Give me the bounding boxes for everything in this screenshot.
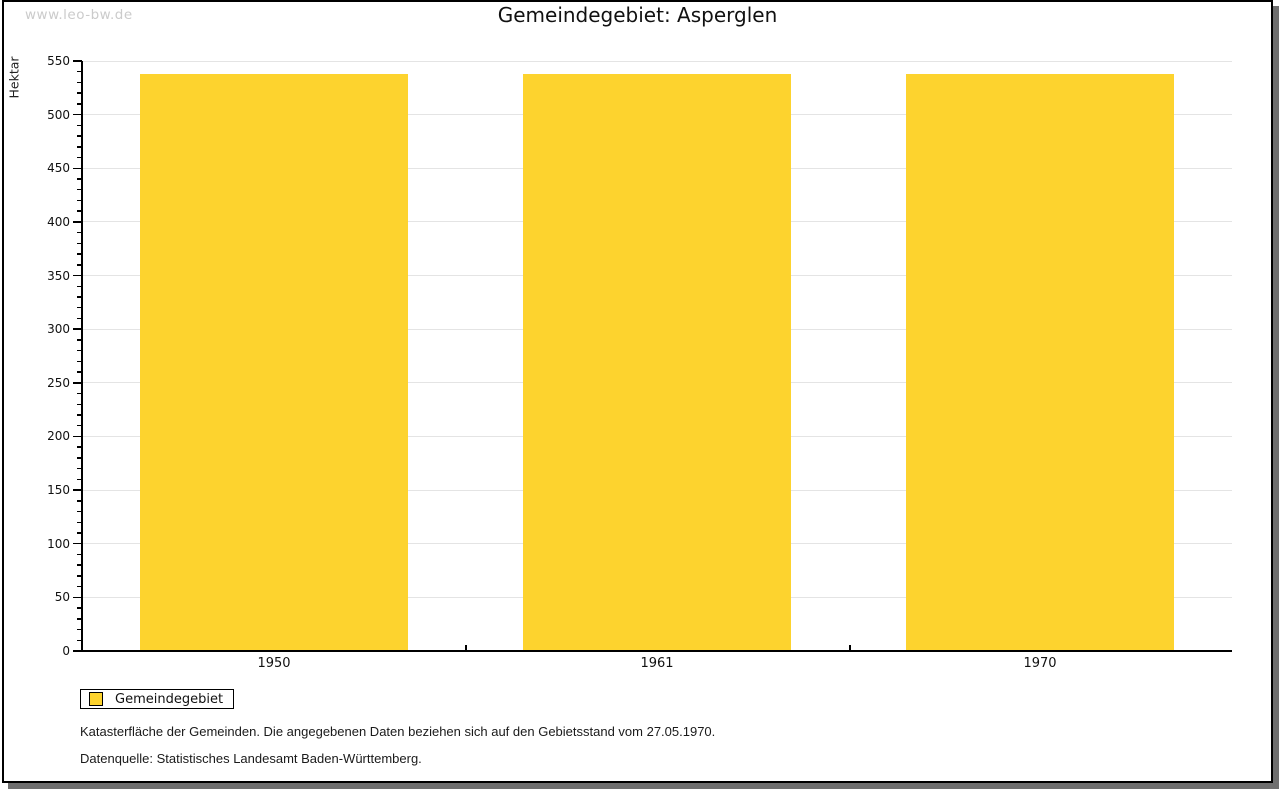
- y-major-tick: [73, 435, 82, 438]
- y-minor-tick: [77, 146, 82, 148]
- y-minor-tick: [77, 360, 82, 363]
- y-minor-tick: [77, 457, 82, 459]
- y-minor-tick: [77, 242, 82, 245]
- y-tick-label: 550: [47, 54, 70, 68]
- y-minor-tick: [77, 575, 82, 577]
- y-minor-tick: [77, 210, 82, 212]
- y-minor-tick: [77, 124, 82, 127]
- x-axis-line: [81, 650, 1232, 652]
- legend: Gemeindegebiet: [80, 689, 235, 709]
- y-major-tick: [73, 221, 82, 223]
- y-minor-tick: [77, 414, 82, 416]
- chart-title: Gemeindegebiet: Asperglen: [497, 3, 778, 27]
- y-minor-tick: [77, 371, 82, 373]
- x-boundary-tick: [849, 645, 851, 651]
- y-minor-tick: [77, 306, 82, 309]
- y-major-tick: [73, 113, 82, 116]
- y-minor-tick: [77, 156, 82, 159]
- y-minor-tick: [77, 103, 82, 105]
- y-minor-tick: [77, 607, 82, 609]
- bar-1970: [906, 73, 1174, 651]
- y-tick-label: 50: [54, 590, 70, 605]
- y-minor-tick: [77, 264, 82, 266]
- y-minor-tick: [77, 231, 82, 234]
- y-minor-tick: [77, 70, 82, 73]
- x-tick-label-1961: 1961: [640, 656, 674, 671]
- y-minor-tick: [77, 478, 82, 481]
- y-minor-tick: [77, 349, 82, 352]
- y-minor-tick: [77, 317, 82, 320]
- y-minor-tick: [77, 199, 82, 202]
- y-minor-tick: [77, 521, 82, 524]
- x-boundary-tick: [465, 645, 467, 651]
- y-minor-tick: [77, 424, 82, 427]
- y-minor-tick: [77, 403, 82, 406]
- y-minor-tick: [77, 639, 82, 642]
- y-minor-tick: [77, 585, 82, 588]
- bar-1961: [523, 73, 791, 651]
- y-minor-tick: [77, 188, 82, 191]
- y-major-tick: [73, 650, 82, 652]
- y-tick-label: 500: [47, 107, 70, 122]
- y-tick-label: 400: [47, 214, 70, 229]
- legend-label: Gemeindegebiet: [115, 691, 224, 707]
- y-minor-tick: [77, 500, 82, 502]
- footnote-data-source: Datenquelle: Statistisches Landesamt Bad…: [80, 751, 422, 766]
- y-minor-tick: [77, 553, 82, 556]
- y-minor-tick: [77, 81, 82, 84]
- y-minor-tick: [77, 564, 82, 566]
- x-tick-label-1950: 1950: [257, 656, 291, 671]
- y-tick-label: 100: [47, 536, 70, 551]
- y-minor-tick: [77, 92, 82, 94]
- y-minor-tick: [77, 446, 82, 448]
- footnote-source-note: Katasterfläche der Gemeinden. Die angege…: [80, 724, 716, 739]
- y-major-tick: [73, 328, 82, 330]
- y-major-tick: [73, 382, 82, 384]
- y-gridline: [82, 60, 1232, 62]
- y-axis-label: Hektar: [6, 56, 22, 99]
- y-tick-label: 0: [62, 644, 70, 658]
- legend-swatch-icon: [89, 692, 103, 706]
- y-minor-tick: [77, 467, 82, 470]
- y-major-tick: [73, 274, 82, 277]
- y-axis-line: [81, 61, 83, 652]
- y-major-tick: [73, 167, 82, 170]
- y-minor-tick: [77, 135, 82, 137]
- y-minor-tick: [77, 510, 82, 513]
- y-minor-tick: [77, 628, 82, 631]
- y-minor-tick: [77, 253, 82, 255]
- y-minor-tick: [77, 532, 82, 534]
- bar-1950: [140, 73, 408, 651]
- y-minor-tick: [77, 296, 82, 298]
- y-minor-tick: [77, 618, 82, 620]
- y-major-tick: [73, 596, 82, 599]
- y-tick-label: 350: [47, 268, 70, 283]
- x-tick-label-1970: 1970: [1023, 656, 1057, 671]
- y-major-tick: [73, 542, 82, 545]
- y-minor-tick: [77, 339, 82, 341]
- watermark: www.leo-bw.de: [25, 7, 133, 23]
- y-tick-label: 150: [47, 483, 70, 498]
- y-tick-label: 250: [47, 375, 70, 390]
- y-minor-tick: [77, 392, 82, 395]
- y-major-tick: [73, 489, 82, 491]
- y-minor-tick: [77, 178, 82, 180]
- y-minor-tick: [77, 285, 82, 288]
- y-major-tick: [73, 60, 82, 62]
- y-tick-label: 450: [47, 161, 70, 176]
- y-tick-label: 300: [47, 322, 70, 337]
- y-tick-label: 200: [47, 429, 70, 444]
